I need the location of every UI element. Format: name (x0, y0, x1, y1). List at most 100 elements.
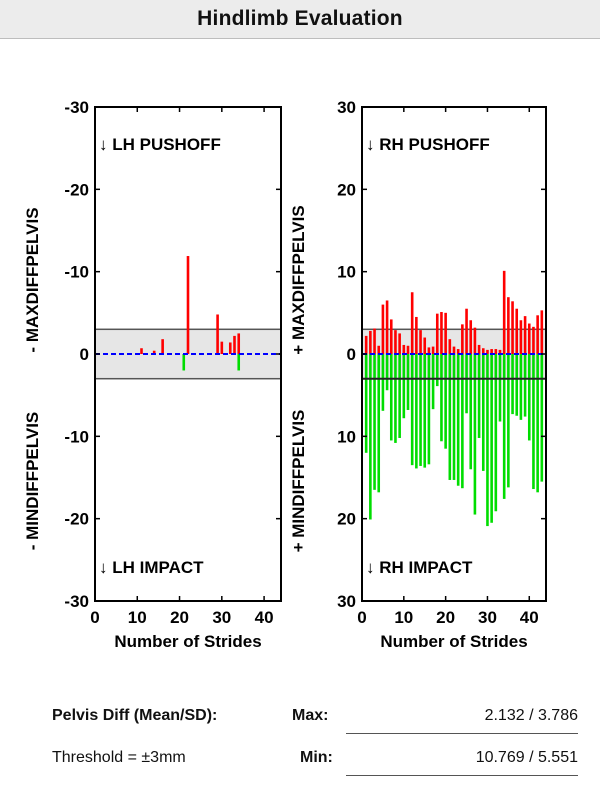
x-tick-label: 30 (212, 608, 231, 627)
max-bar (410, 292, 414, 354)
min-bar (540, 354, 544, 482)
max-bar (515, 308, 519, 354)
min-bar (182, 354, 186, 371)
max-bar (519, 320, 523, 354)
max-bar (398, 333, 401, 354)
max-bar (440, 312, 443, 354)
max-bar (377, 345, 381, 354)
min-bar (502, 354, 506, 499)
max-bar (473, 327, 477, 354)
x-tick-label: 20 (436, 608, 455, 627)
max-bar (233, 335, 236, 354)
max-underline (346, 733, 578, 734)
min-bar (461, 354, 464, 489)
x-tick-label: 40 (255, 608, 274, 627)
max-bar (461, 324, 464, 354)
min-bar (406, 354, 410, 410)
min-bar (527, 354, 531, 441)
min-bar (389, 354, 393, 441)
min-bar (477, 354, 481, 438)
min-bar (532, 354, 535, 490)
max-bar (481, 348, 485, 354)
min-bar (444, 354, 447, 449)
max-bar (465, 308, 468, 354)
max-bar (161, 339, 164, 354)
min-bar (398, 354, 401, 438)
y-axis-label-top: - MAXDIFFPELVIS (23, 207, 42, 352)
max-bar (389, 319, 393, 354)
min-bar (507, 354, 510, 488)
max-bar (394, 330, 397, 354)
y-tick-label: -10 (64, 263, 89, 282)
min-bar (486, 354, 489, 527)
min-bar (536, 354, 539, 493)
y-tick-label: -30 (64, 98, 89, 117)
x-tick-label: 10 (394, 608, 413, 627)
annotation-impact: ↓ LH IMPACT (99, 558, 204, 577)
min-value: 10.769 / 5.551 (475, 749, 578, 766)
max-bar (498, 349, 502, 354)
max-bar (216, 314, 219, 354)
y-tick-label: -30 (64, 592, 89, 611)
max-bar (385, 300, 389, 354)
min-bar (465, 354, 468, 414)
min-bar (381, 354, 385, 411)
min-bar (415, 354, 418, 469)
min-bar (498, 354, 502, 422)
x-tick-label: 0 (90, 608, 99, 627)
min-bar (440, 354, 443, 442)
min-bar (494, 354, 498, 512)
y-tick-label: 30 (337, 98, 356, 117)
min-bar (519, 354, 523, 420)
header-bar: Hindlimb Evaluation (0, 0, 600, 39)
max-bar (186, 256, 190, 354)
max-bar (494, 349, 498, 354)
y-axis-label-bottom: + MINDIFFPELVIS (289, 410, 308, 553)
max-bar (469, 320, 473, 354)
min-bar (377, 354, 381, 493)
max-bar (415, 316, 418, 354)
x-tick-label: 0 (357, 608, 366, 627)
min-bar (456, 354, 460, 486)
y-tick-label: -20 (64, 510, 89, 529)
annotation-impact: ↓ RH IMPACT (366, 558, 473, 577)
y-axis-label-top: + MAXDIFFPELVIS (289, 205, 308, 354)
y-axis-label-bottom: - MINDIFFPELVIS (23, 412, 42, 551)
min-bar (481, 354, 485, 471)
max-bar (448, 339, 452, 354)
min-bar (511, 354, 514, 415)
max-bar (140, 348, 143, 354)
min-bar (515, 354, 519, 416)
min-bar (427, 354, 431, 465)
y-tick-label: -10 (64, 427, 89, 446)
max-bar (220, 341, 224, 354)
y-tick-label: 0 (347, 345, 356, 364)
min-bar (523, 354, 527, 417)
max-bar (427, 347, 431, 354)
max-bar (237, 333, 241, 354)
max-bar (152, 350, 156, 354)
max-bar (364, 335, 368, 354)
max-bar (511, 301, 514, 354)
max-bar (373, 328, 376, 354)
max-bar (402, 344, 406, 354)
x-tick-label: 40 (520, 608, 539, 627)
max-bar (381, 304, 385, 354)
min-bar (473, 354, 477, 515)
min-bar (364, 354, 368, 453)
max-bar (435, 313, 439, 354)
min-bar (469, 354, 473, 470)
max-bar (423, 337, 427, 354)
max-bar (419, 330, 422, 354)
y-tick-label: 10 (337, 427, 356, 446)
max-bar (431, 346, 435, 354)
x-tick-label: 30 (478, 608, 497, 627)
y-tick-label: 20 (337, 510, 356, 529)
max-bar (507, 297, 510, 354)
min-bar (419, 354, 422, 466)
min-bar (423, 354, 427, 468)
max-bar (452, 346, 456, 354)
